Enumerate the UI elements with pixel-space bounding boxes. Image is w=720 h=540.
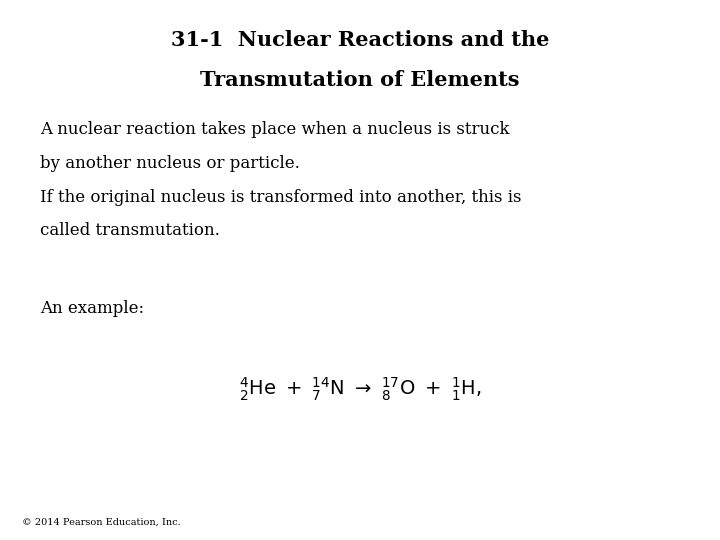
Text: 31-1  Nuclear Reactions and the: 31-1 Nuclear Reactions and the [171, 30, 549, 50]
Text: called transmutation.: called transmutation. [40, 222, 220, 239]
Text: $^{4}_{2}\mathrm{He}\ +\ ^{14}_{7}\mathrm{N}\ \rightarrow\ ^{17}_{8}\mathrm{O}\ : $^{4}_{2}\mathrm{He}\ +\ ^{14}_{7}\mathr… [239, 375, 481, 403]
Text: © 2014 Pearson Education, Inc.: © 2014 Pearson Education, Inc. [22, 517, 180, 526]
Text: by another nucleus or particle.: by another nucleus or particle. [40, 155, 300, 172]
Text: Transmutation of Elements: Transmutation of Elements [200, 70, 520, 90]
Text: If the original nucleus is transformed into another, this is: If the original nucleus is transformed i… [40, 189, 521, 206]
Text: A nuclear reaction takes place when a nucleus is struck: A nuclear reaction takes place when a nu… [40, 122, 509, 138]
Text: An example:: An example: [40, 300, 144, 316]
